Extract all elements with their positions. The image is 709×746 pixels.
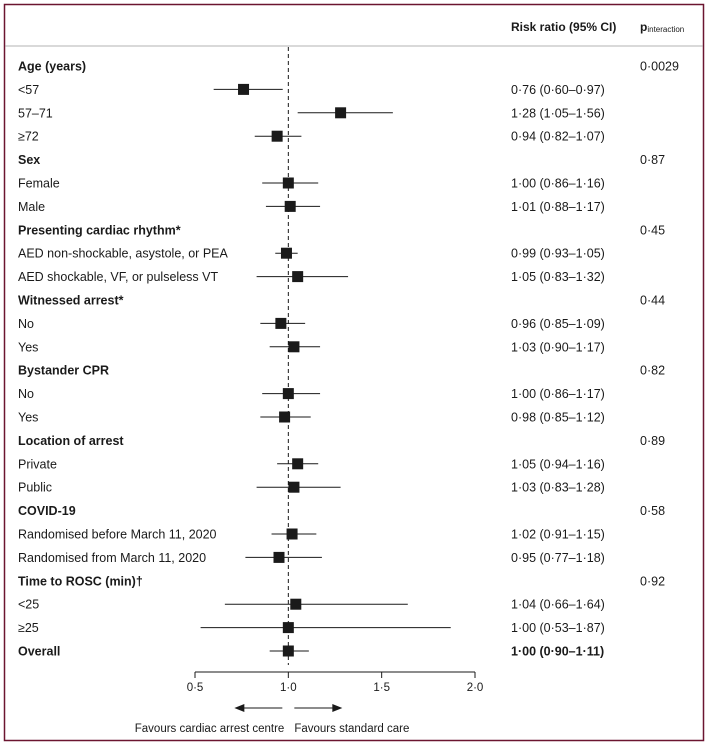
risk-ratio-value: 1·05 (0·83–1·32) bbox=[511, 270, 605, 284]
risk-ratio-value: 0·94 (0·82–1·07) bbox=[511, 130, 605, 144]
point-estimate bbox=[288, 481, 300, 493]
row-label: No bbox=[18, 387, 34, 401]
p-interaction-value: 0·92 bbox=[640, 574, 665, 588]
p-interaction-value: 0·87 bbox=[640, 153, 665, 167]
subgroup-header: Location of arrest bbox=[18, 434, 124, 448]
point-estimate bbox=[271, 130, 283, 142]
point-estimate bbox=[282, 645, 294, 657]
p-interaction-header: pinteraction bbox=[640, 20, 684, 34]
risk-ratio-value: 1·00 (0·86–1·17) bbox=[511, 387, 605, 401]
point-estimate bbox=[282, 177, 294, 189]
row-label: <25 bbox=[18, 598, 39, 612]
row-label: Female bbox=[18, 177, 60, 191]
risk-ratio-value: 1·05 (0·94–1·16) bbox=[511, 457, 605, 471]
point-estimate bbox=[279, 411, 291, 423]
plot-frame bbox=[3, 3, 705, 742]
point-estimate bbox=[292, 458, 304, 470]
point-estimate bbox=[288, 341, 300, 353]
x-tick-label: 0·5 bbox=[187, 682, 204, 694]
point-estimate bbox=[284, 200, 296, 212]
risk-ratio-value: 0·99 (0·93–1·05) bbox=[511, 247, 605, 261]
rr-column-header: Risk ratio (95% CI) bbox=[511, 20, 616, 34]
p-interaction-value: 0·82 bbox=[640, 364, 665, 378]
subgroup-header: Witnessed arrest* bbox=[18, 294, 124, 308]
row-label: AED shockable, VF, or pulseless VT bbox=[18, 270, 218, 284]
p-interaction-value: 0·44 bbox=[640, 294, 665, 308]
p-interaction-value: 0·58 bbox=[640, 504, 665, 518]
favours-annotations: Favours cardiac arrest centre Favours sta… bbox=[135, 704, 409, 735]
row-label: Male bbox=[18, 200, 45, 214]
row-label: Public bbox=[18, 481, 52, 495]
subgroup-header: Time to ROSC (min)† bbox=[18, 574, 143, 588]
risk-ratio-value: 1·02 (0·91–1·15) bbox=[511, 528, 605, 542]
row-label: ≥72 bbox=[18, 130, 39, 144]
subgroup-header: Presenting cardiac rhythm* bbox=[18, 223, 181, 237]
row-label: Randomised before March 11, 2020 bbox=[18, 528, 217, 542]
p-interaction-main: p bbox=[640, 20, 647, 34]
point-estimate bbox=[335, 107, 347, 119]
row-label: AED non-shockable, asystole, or PEA bbox=[18, 247, 228, 261]
row-label: No bbox=[18, 317, 34, 331]
point-estimate bbox=[292, 271, 304, 283]
row-label: <57 bbox=[18, 83, 39, 97]
risk-ratio-value: 0·96 (0·85–1·09) bbox=[511, 317, 605, 331]
point-estimate bbox=[290, 598, 302, 610]
rows-layer: Age (years) 0·0029 <57 0·76 (0·60–0·97) 57–7… bbox=[18, 47, 679, 665]
risk-ratio-value: 1·01 (0·88–1·17) bbox=[511, 200, 605, 214]
risk-ratio-value: 1·04 (0·66–1·64) bbox=[511, 598, 605, 612]
x-tick-label: 2·0 bbox=[467, 682, 484, 694]
right-arrow-head bbox=[332, 704, 343, 712]
favours-right-label: Favours standard care bbox=[294, 723, 409, 735]
risk-ratio-value: 0·95 (0·77–1·18) bbox=[511, 551, 605, 565]
p-interaction-value: 0·89 bbox=[640, 434, 665, 448]
risk-ratio-value: 0·98 (0·85–1·12) bbox=[511, 411, 605, 425]
p-interaction-value: 0·0029 bbox=[640, 60, 679, 74]
risk-ratio-value: 1·03 (0·90–1·17) bbox=[511, 340, 605, 354]
x-tick-label: 1·0 bbox=[280, 682, 297, 694]
point-estimate bbox=[275, 317, 287, 329]
p-interaction-value: 0·45 bbox=[640, 223, 665, 237]
risk-ratio-value: 1·28 (1·05–1·56) bbox=[511, 106, 605, 120]
point-estimate bbox=[286, 528, 298, 540]
point-estimate bbox=[273, 551, 285, 563]
x-axis: 0·5 1·0 1·5 2·0 bbox=[187, 671, 484, 694]
row-label: 57–71 bbox=[18, 106, 53, 120]
risk-ratio-value: 1·00 (0·86–1·16) bbox=[511, 177, 605, 191]
point-estimate bbox=[280, 247, 292, 259]
subgroup-header: Age (years) bbox=[18, 60, 86, 74]
x-tick-label: 1·5 bbox=[373, 682, 390, 694]
risk-ratio-value: 1·00 (0·53–1·87) bbox=[511, 621, 605, 635]
row-label: Private bbox=[18, 457, 57, 471]
row-label: Yes bbox=[18, 411, 38, 425]
left-arrow-head bbox=[234, 704, 245, 712]
p-interaction-subscript: interaction bbox=[647, 25, 684, 34]
point-estimate bbox=[238, 83, 250, 95]
row-label: Randomised from March 11, 2020 bbox=[18, 551, 206, 565]
subgroup-header: Bystander CPR bbox=[18, 364, 109, 378]
row-label: ≥25 bbox=[18, 621, 39, 635]
point-estimate bbox=[282, 388, 294, 400]
favours-left-label: Favours cardiac arrest centre bbox=[135, 723, 285, 735]
risk-ratio-value: 1·00 (0·90–1·11) bbox=[511, 645, 604, 659]
row-label: Yes bbox=[18, 340, 38, 354]
overall-label: Overall bbox=[18, 645, 60, 659]
point-estimate bbox=[282, 622, 294, 634]
risk-ratio-value: 0·76 (0·60–0·97) bbox=[511, 83, 605, 97]
risk-ratio-value: 1·03 (0·83–1·28) bbox=[511, 481, 605, 495]
subgroup-header: COVID-19 bbox=[18, 504, 76, 518]
subgroup-header: Sex bbox=[18, 153, 40, 167]
